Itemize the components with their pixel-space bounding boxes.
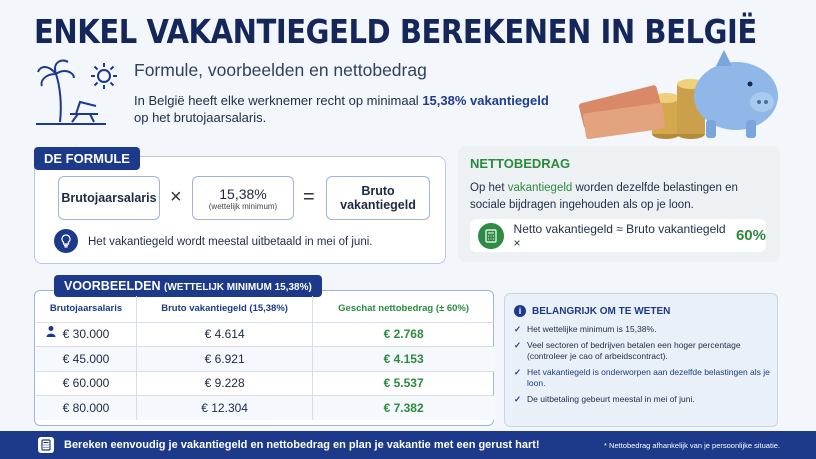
calculator-icon xyxy=(478,222,504,249)
percentage-value: 15,38% xyxy=(219,185,267,202)
page-subtitle: Formule, voorbeelden en nettobedrag xyxy=(134,60,427,80)
info-icon: i xyxy=(514,305,526,317)
formula-box-salary: Brutojaarsalaris xyxy=(58,176,160,220)
netto-formula: Netto vakantiegeld ≈ Bruto vakantiegeld … xyxy=(470,219,766,252)
list-item: Veel sectoren of bedrijven betalen een h… xyxy=(514,340,772,362)
list-item: De uitbetaling gebeurt meestal in mei of… xyxy=(514,394,772,405)
table-row: € 30.000 € 4.614 € 2.768 xyxy=(36,321,494,347)
equals-operator: = xyxy=(303,186,315,208)
col-header-gross: Bruto vakantiegeld (15,38%) xyxy=(135,296,313,322)
table-row: € 80.000 € 12.304 € 7.382 xyxy=(36,395,494,420)
lightbulb-icon xyxy=(54,229,78,253)
footer-message: Bereken eenvoudig je vakantiegeld en net… xyxy=(64,439,540,451)
info-heading: BELANGRIJK OM TE WETEN xyxy=(532,306,671,317)
table-row: € 45.000 € 6.921 € 4.153 xyxy=(36,346,494,371)
footer-bar: Bereken eenvoudig je vakantiegeld en net… xyxy=(0,431,816,459)
multiply-operator: × xyxy=(170,186,182,208)
piggy-bank-icon xyxy=(578,50,778,140)
examples-heading: VOORBEELDEN (WETTELIJK MINIMUM 15,38%) xyxy=(54,275,322,297)
intro-highlight: 15,38% vakantiegeld xyxy=(422,93,549,108)
sun-icon xyxy=(91,63,117,89)
formula-note: Het vakantiegeld wordt meestal uitbetaal… xyxy=(88,236,373,248)
palm-tree-icon xyxy=(36,59,106,125)
col-header-net: Geschat nettobedrag (± 60%) xyxy=(312,296,494,322)
intro-text: In België heeft elke werknemer recht op … xyxy=(134,93,549,125)
info-list: Het wettelijke minimum is 15,38%. Veel s… xyxy=(514,324,772,410)
page-title: ENKEL VAKANTIEGELD BEREKENEN IN BELGIË xyxy=(34,12,757,51)
examples-table: Brutojaarsalaris Bruto vakantiegeld (15,… xyxy=(36,296,494,420)
footer-note: * Nettobedrag afhankelijk van je persoon… xyxy=(604,440,780,450)
netto-description: Op het vakantiegeld worden dezelfde bela… xyxy=(470,182,738,211)
table-row: € 60.000 € 9.228 € 5.537 xyxy=(36,370,494,396)
formula-box-result: Bruto vakantiegeld xyxy=(326,176,430,220)
calculator-icon xyxy=(38,437,54,453)
netto-percentage: 60% xyxy=(735,227,766,244)
person-icon xyxy=(46,326,56,337)
netto-heading: NETTOBEDRAG xyxy=(470,156,571,171)
col-header-salary: Brutojaarsalaris xyxy=(49,303,123,315)
list-item: Het wettelijke minimum is 15,38%. xyxy=(514,324,772,335)
formula-box-percentage: 15,38% (wettelijk minimum) xyxy=(192,176,294,220)
netto-formula-text: Netto vakantiegeld ≈ Bruto vakantiegeld … xyxy=(513,221,726,250)
percentage-note: (wettelijk minimum) xyxy=(208,201,278,211)
list-item: Het vakantiegeld is onderworpen aan deze… xyxy=(514,367,772,389)
formula-heading: DE FORMULE xyxy=(34,147,140,170)
